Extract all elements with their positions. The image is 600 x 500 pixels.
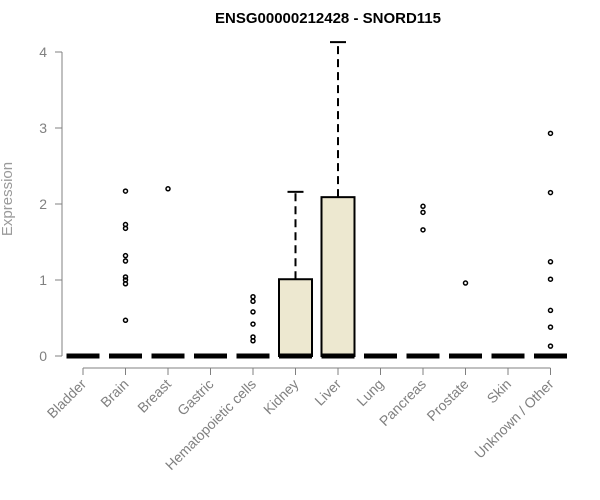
outlier-point xyxy=(547,343,554,349)
chart-title: ENSG00000212428 - SNORD115 xyxy=(215,10,441,27)
outlier-point xyxy=(165,186,171,192)
plot-area xyxy=(66,41,567,359)
outlier-point xyxy=(547,259,554,265)
x-tick-label: Lung xyxy=(353,376,386,409)
x-tick-label: Unknown / Other xyxy=(471,376,557,462)
outlier-point xyxy=(250,309,256,315)
outlier-point xyxy=(250,293,256,300)
outlier-point xyxy=(122,317,129,324)
box-body xyxy=(278,278,313,357)
box-group xyxy=(109,188,142,359)
y-tick-label: 3 xyxy=(39,120,47,136)
outlier-point xyxy=(122,277,129,283)
outlier-point xyxy=(122,258,129,264)
x-tick-label: Bladder xyxy=(44,376,90,422)
y-tick-label: 4 xyxy=(39,44,47,60)
outlier-point xyxy=(122,221,129,228)
y-axis-label: Expression xyxy=(0,162,16,236)
x-tick-label: Liver xyxy=(311,376,344,409)
outlier-point xyxy=(547,324,554,330)
box-group xyxy=(320,41,356,359)
box-body xyxy=(320,196,356,357)
outlier-point xyxy=(122,274,129,280)
outlier-point xyxy=(547,307,554,314)
outlier-point xyxy=(250,334,256,340)
x-tick-label: Prostate xyxy=(423,376,471,424)
outlier-point xyxy=(122,188,129,194)
outlier-point xyxy=(462,280,469,286)
y-tick-label: 2 xyxy=(39,196,47,212)
box-group xyxy=(236,293,270,359)
outlier-point xyxy=(122,252,129,259)
outlier-point xyxy=(250,298,256,305)
outlier-point xyxy=(547,130,554,137)
box-group xyxy=(406,203,440,359)
outlier-point xyxy=(420,209,426,216)
x-tick-label: Pancreas xyxy=(376,376,429,429)
y-tick-label: 0 xyxy=(39,348,47,364)
outlier-point xyxy=(420,203,426,210)
box-group xyxy=(534,130,567,359)
x-tick-label: Brain xyxy=(97,376,131,410)
x-tick-label: Breast xyxy=(134,376,174,416)
x-tick-label: Skin xyxy=(484,376,515,407)
box-group xyxy=(449,280,482,359)
outlier-point xyxy=(420,227,426,233)
y-tick-label: 1 xyxy=(39,272,47,288)
outlier-point xyxy=(250,321,256,327)
outlier-point xyxy=(547,276,554,282)
x-tick-label: Kidney xyxy=(260,376,302,418)
outlier-point xyxy=(547,189,554,196)
box-group xyxy=(278,190,313,359)
box-group xyxy=(151,186,185,359)
